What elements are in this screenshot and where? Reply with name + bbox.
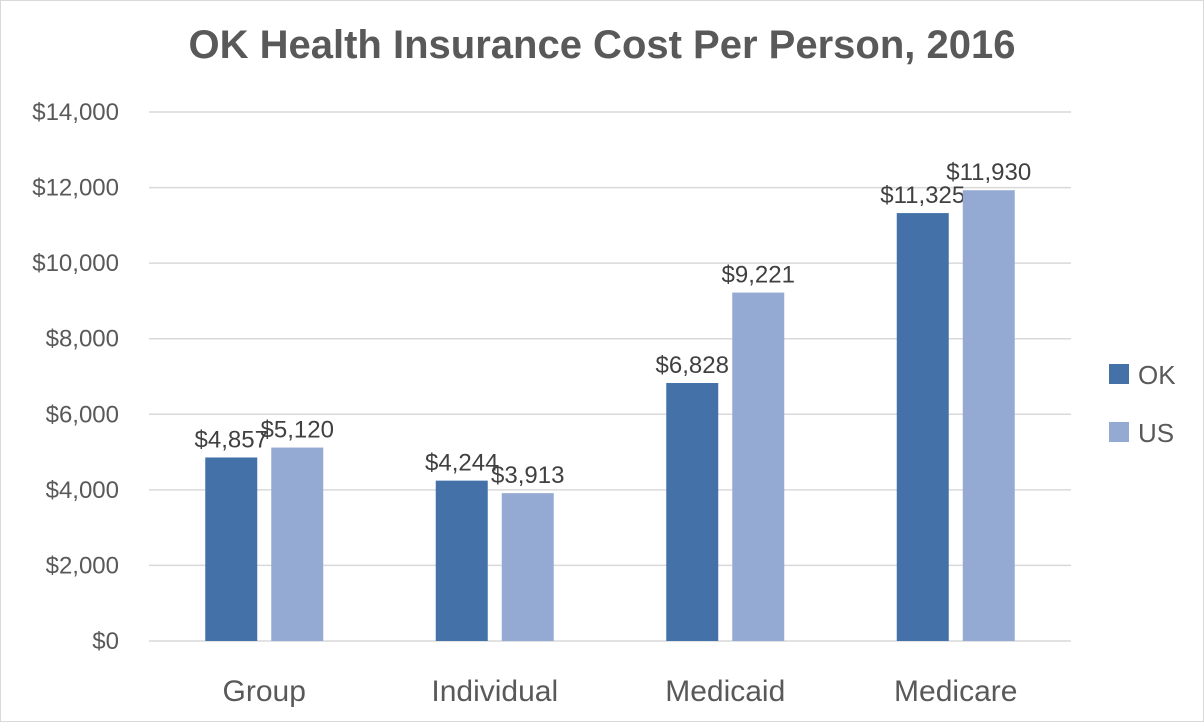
bar-us-medicare [962,190,1015,641]
y-tick-label: $4,000 [46,477,119,504]
x-category-label: Individual [431,675,558,708]
y-tick-label: $10,000 [32,250,119,277]
data-label: $4,857 [195,426,268,453]
bar-ok-individual [435,480,488,641]
data-label: $3,913 [491,462,564,489]
y-tick-label: $0 [92,628,119,655]
legend-swatch [1109,364,1129,384]
x-category-label: Group [223,675,306,708]
y-tick-label: $8,000 [46,326,119,353]
legend: OK US [1109,360,1176,448]
y-tick-label: $6,000 [46,401,119,428]
bar-ok-medicaid [666,382,719,641]
bar-us-individual [501,493,554,641]
data-label: $11,930 [946,159,1031,186]
legend-label: OK [1138,360,1176,390]
y-tick-label: $2,000 [46,552,119,579]
data-label: $5,120 [261,417,334,444]
bar-ok-group [205,457,258,641]
y-tick-label: $12,000 [32,175,119,202]
x-category-label: Medicaid [665,675,785,708]
bar-us-medicaid [732,292,785,641]
legend-label: US [1138,418,1174,448]
data-label: $11,325 [880,182,965,209]
legend-swatch [1109,422,1129,442]
data-label: $6,828 [656,352,729,379]
y-tick-label: $14,000 [32,99,119,126]
data-label: $9,221 [722,262,795,289]
bar-us-group [271,447,324,641]
bar-ok-medicare [896,213,949,641]
chart-title: OK Health Insurance Cost Per Person, 201… [188,23,1016,67]
x-category-label: Medicare [894,675,1017,708]
data-label: $4,244 [425,450,498,477]
